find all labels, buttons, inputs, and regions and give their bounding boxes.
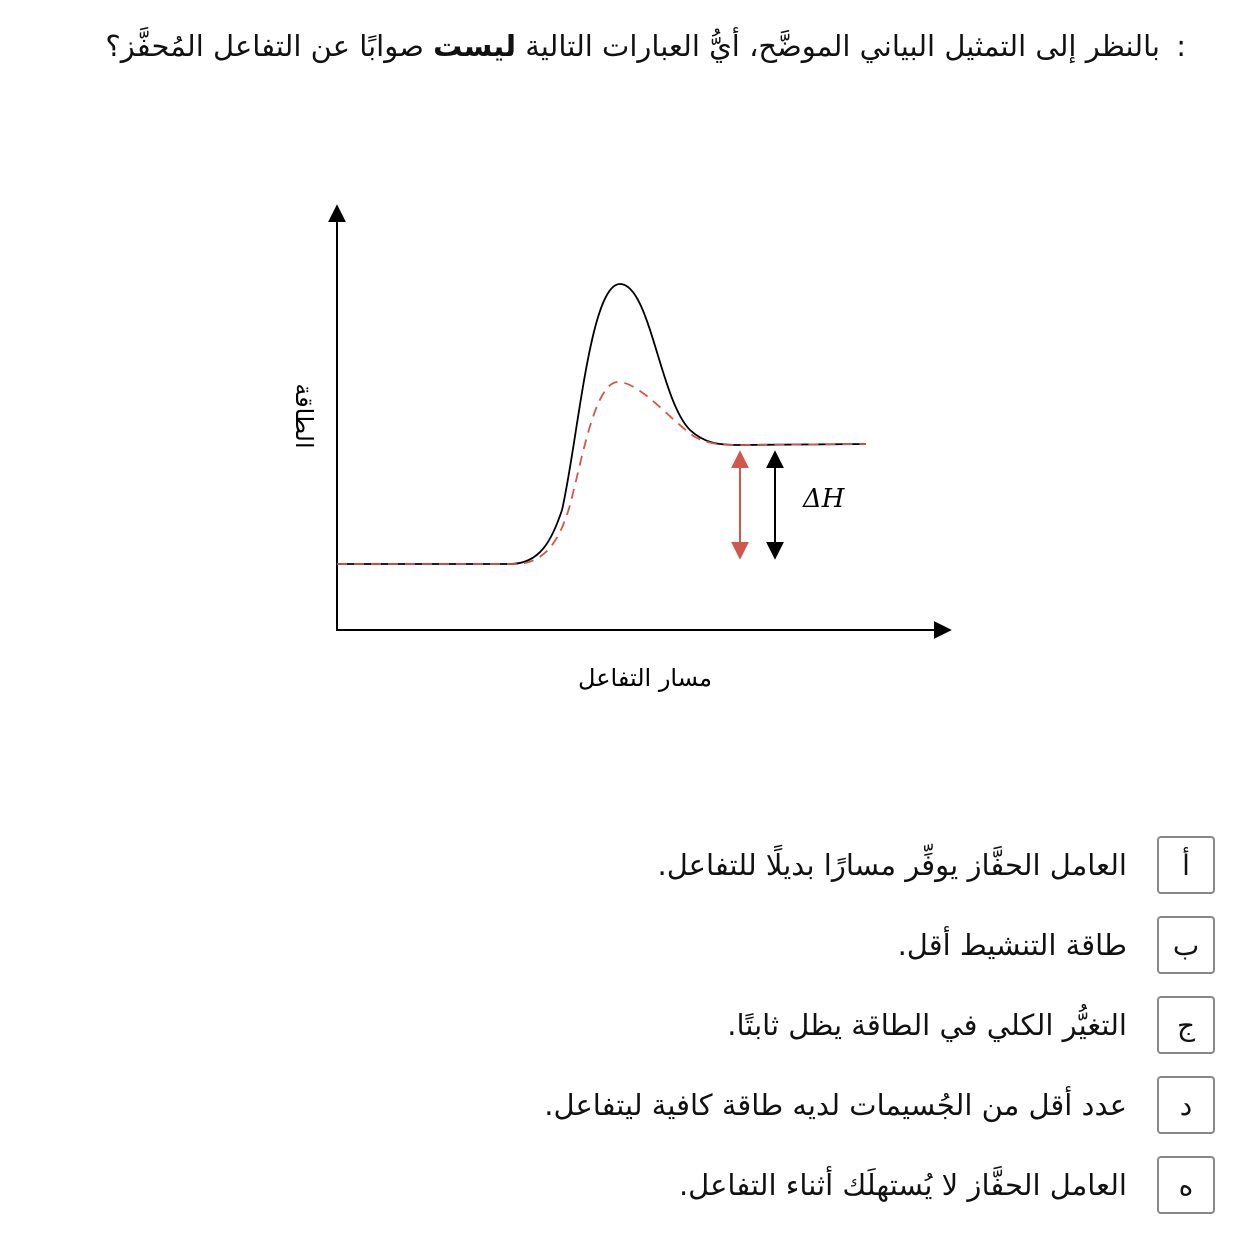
option-a-letter[interactable]: أ xyxy=(1157,836,1215,894)
option-a-text: العامل الحفَّاز يوفِّر مسارًا بديلًا للت… xyxy=(657,848,1128,882)
option-c-letter[interactable]: ج xyxy=(1157,996,1215,1054)
question-colon: : xyxy=(1176,29,1186,63)
option-d-text: عدد أقل من الجُسيمات لديه طاقة كافية ليت… xyxy=(544,1088,1127,1122)
option-d-letter[interactable]: د xyxy=(1157,1076,1215,1134)
option-c-text: التغيُّر الكلي في الطاقة يظل ثابتًا. xyxy=(727,1008,1127,1042)
option-e-letter[interactable]: ه xyxy=(1157,1156,1215,1214)
option-d[interactable]: د عدد أقل من الجُسيمات لديه طاقة كافية ل… xyxy=(544,1076,1215,1134)
option-c[interactable]: ج التغيُّر الكلي في الطاقة يظل ثابتًا. xyxy=(727,996,1215,1054)
x-axis-label: مسار التفاعل xyxy=(578,664,712,692)
y-axis-label: الطاقة xyxy=(290,383,318,448)
option-e-text: العامل الحفَّاز لا يُستهلَك أثناء التفاع… xyxy=(678,1168,1127,1202)
option-b[interactable]: ب طاقة التنشيط أقل. xyxy=(898,916,1215,974)
option-b-letter[interactable]: ب xyxy=(1157,916,1215,974)
uncatalyzed-curve xyxy=(337,283,867,565)
question-emphasis: ليست xyxy=(433,29,516,63)
catalyzed-curve xyxy=(337,381,867,565)
option-b-text: طاقة التنشيط أقل. xyxy=(897,928,1127,962)
question-suffix: صوابًا عن التفاعل المُحفَّز؟ xyxy=(105,29,434,63)
option-a[interactable]: أ العامل الحفَّاز يوفِّر مسارًا بديلًا ل… xyxy=(657,836,1215,894)
option-e[interactable]: ه العامل الحفَّاز لا يُستهلَك أثناء التف… xyxy=(679,1156,1215,1214)
question-prefix: بالنظر إلى التمثيل البياني الموضَّح، أيُ… xyxy=(516,29,1160,63)
delta-h-label: ΔH xyxy=(802,484,846,514)
question-text: : بالنظر إلى التمثيل البياني الموضَّح، أي… xyxy=(20,22,1186,70)
